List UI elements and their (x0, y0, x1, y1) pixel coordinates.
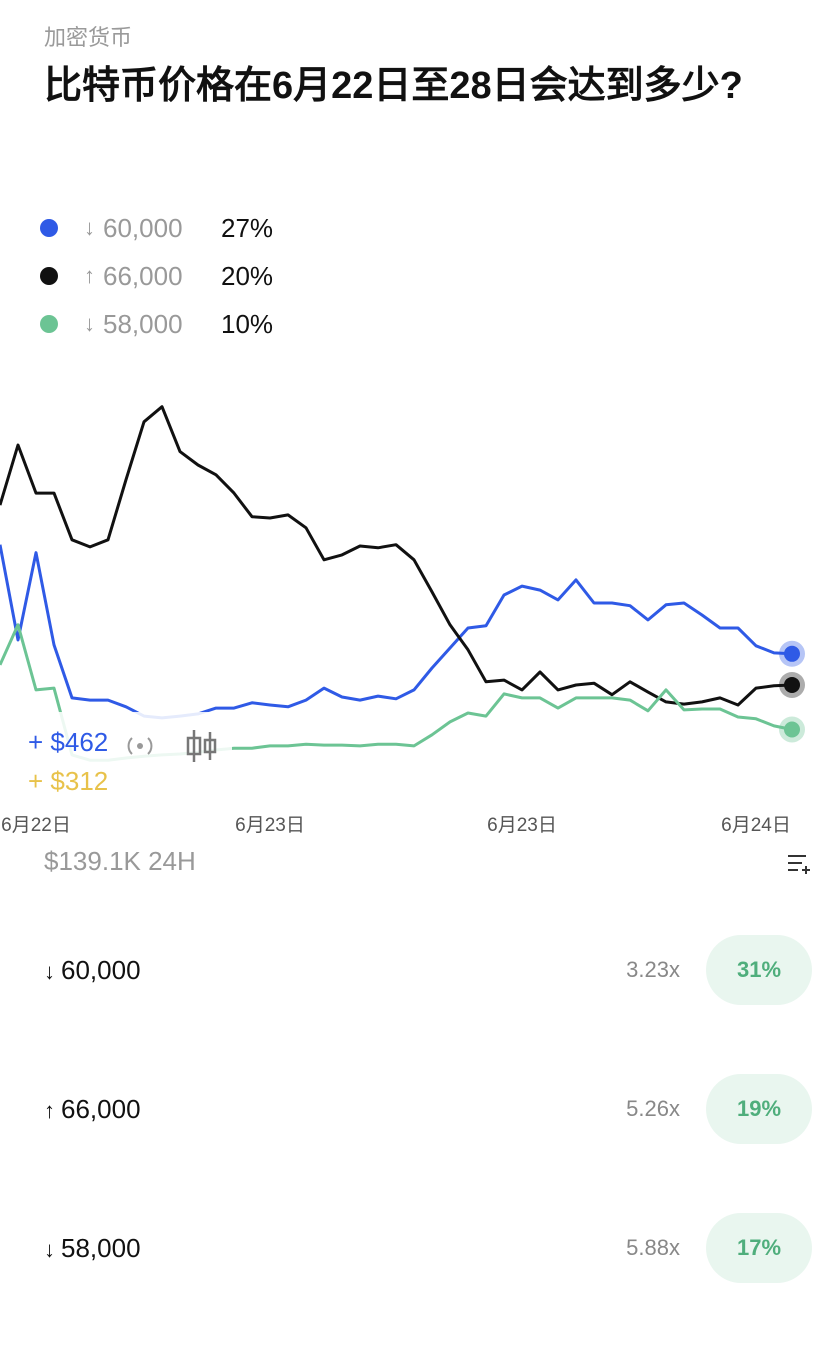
candle-icon[interactable] (186, 730, 217, 762)
outcome-name: 58,000 (61, 1233, 141, 1263)
legend-chance: 10% (221, 308, 274, 339)
overlay-panel (20, 712, 232, 780)
volume: $139.1K 24H (44, 846, 196, 876)
outcome-name: 60,000 (61, 955, 141, 985)
end-dot (784, 721, 800, 738)
legend-direction: ↑ (84, 263, 95, 288)
overlay-icons (127, 730, 217, 762)
filter-icon[interactable] (786, 852, 812, 874)
end-dot (784, 676, 800, 693)
multiplier: 5.88x (626, 1235, 680, 1260)
legend-dot (40, 267, 58, 285)
outcome-direction: ↓ (44, 959, 55, 984)
gain-label: + $312 (28, 766, 109, 796)
legend-chance: 20% (221, 260, 274, 291)
price-button[interactable]: 31% (706, 935, 812, 1005)
multiplier: 5.26x (626, 1096, 680, 1121)
legend-dot (40, 219, 58, 237)
legend-name: 58,000 (103, 308, 183, 339)
legend-item[interactable]: ↓ 58,000 10% (40, 304, 273, 344)
x-tick-label: 6月24日 (721, 815, 791, 836)
live-icon[interactable] (137, 743, 143, 749)
end-dot (784, 645, 800, 662)
legend-direction: ↓ (84, 215, 95, 240)
title: 比特币价格在6月22日至28日会达到多少? (44, 65, 743, 107)
outcome-row[interactable]: ↓ 58,000 5.88x 17% (0, 1213, 828, 1283)
category[interactable]: 加密货币 (44, 25, 133, 50)
outcome-label: ↑ 66,000 (44, 1094, 141, 1125)
line (0, 405, 793, 707)
legend-item[interactable]: ↑ 66,000 20% (40, 256, 273, 296)
legend-dot (40, 315, 58, 333)
gain-label: + $462 (28, 727, 109, 757)
x-tick-label: 6月23日 (235, 815, 305, 836)
legend-name: 66,000 (103, 260, 183, 291)
legend-name: 60,000 (103, 212, 183, 243)
multiplier: 3.23x (626, 957, 680, 982)
outcome-label: ↓ 58,000 (44, 1233, 141, 1264)
outcome-row[interactable]: ↓ 60,000 3.23x 31% (0, 935, 828, 1005)
price-button[interactable]: 17% (706, 1213, 812, 1283)
outcome-row[interactable]: ↑ 66,000 5.26x 19% (0, 1074, 828, 1144)
outcome-name: 66,000 (61, 1094, 141, 1124)
legend-direction: ↓ (84, 311, 95, 336)
price-button[interactable]: 19% (706, 1074, 812, 1144)
x-tick-label: 6月22日 (1, 815, 71, 836)
outcome-direction: ↓ (44, 1237, 55, 1262)
legend-chance: 27% (221, 212, 274, 243)
live-icon-waves (127, 737, 153, 755)
legend-item[interactable]: ↓ 60,000 27% (40, 208, 273, 248)
outcome-direction: ↑ (44, 1098, 55, 1123)
outcome-label: ↓ 60,000 (44, 955, 141, 986)
line (0, 544, 793, 720)
x-tick-label: 6月23日 (487, 815, 557, 836)
